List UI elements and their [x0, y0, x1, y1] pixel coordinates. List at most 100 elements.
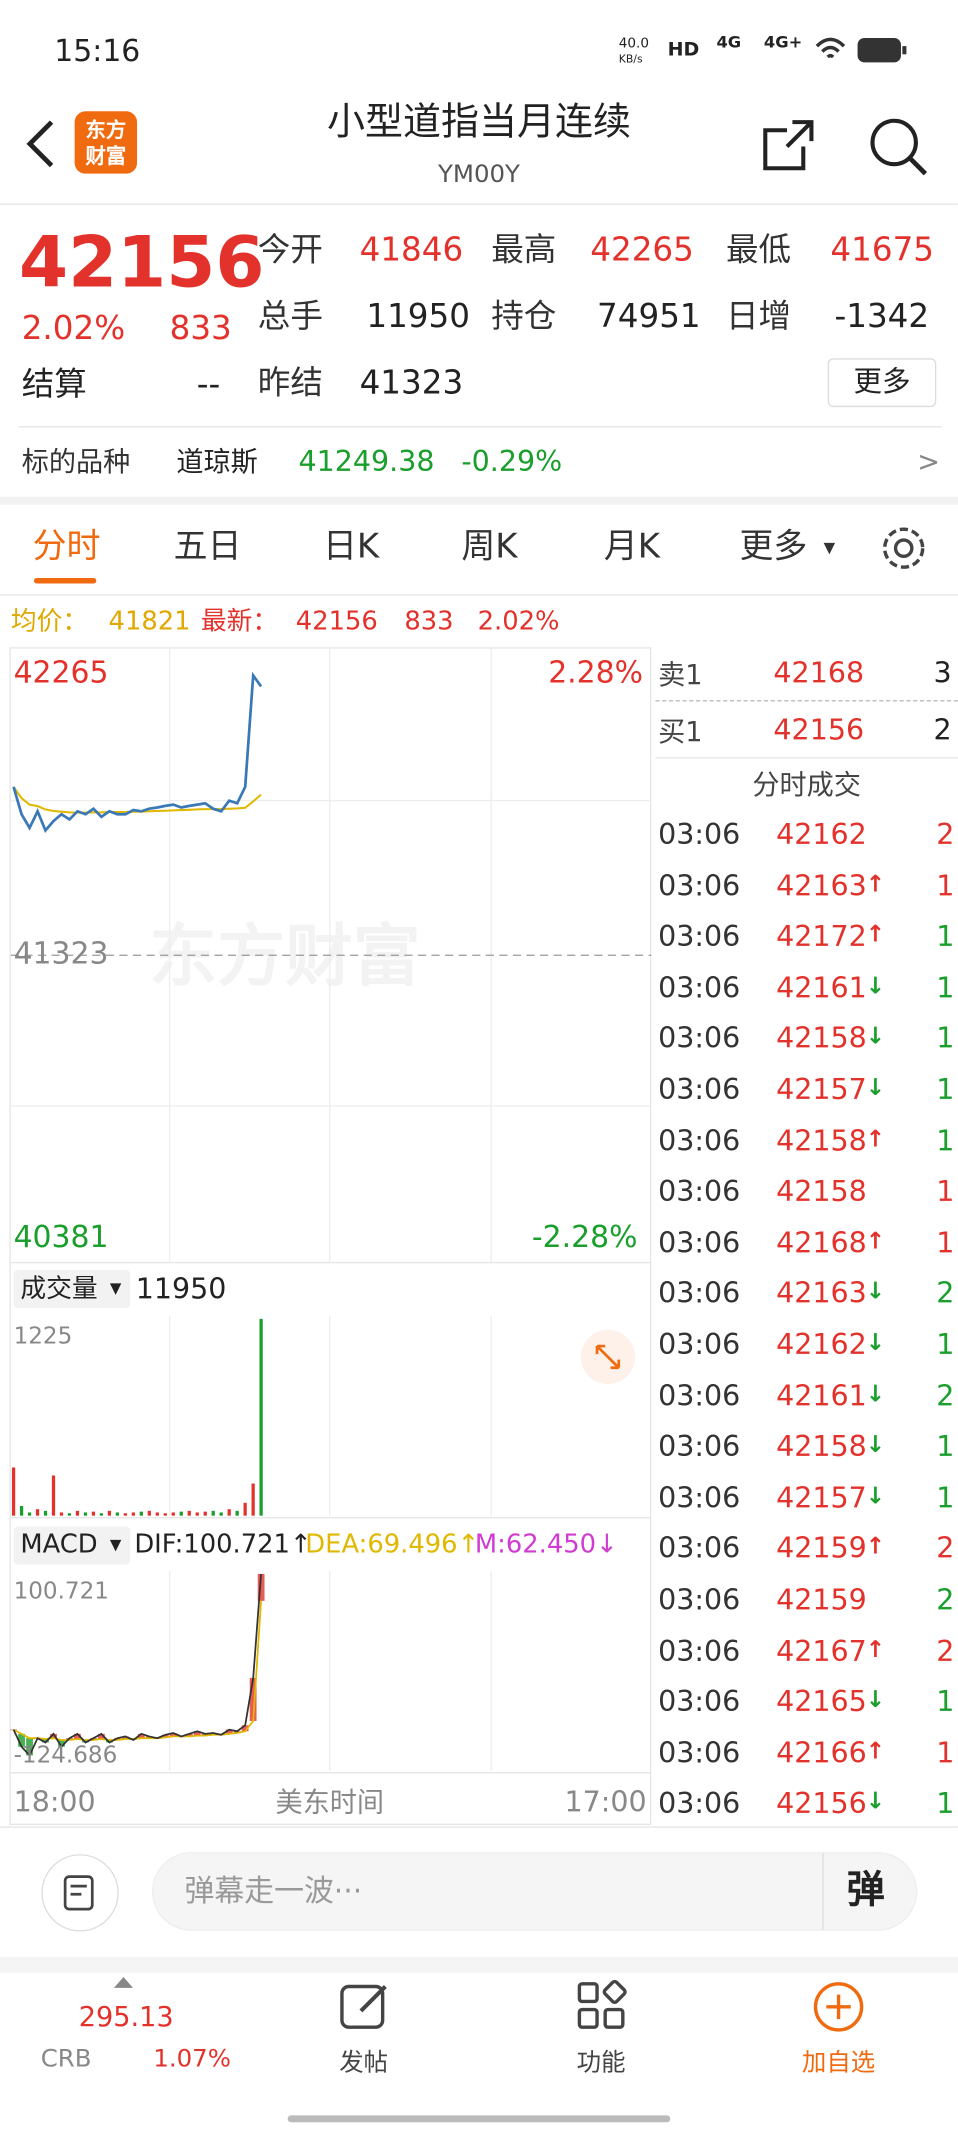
volume-bar [155, 1512, 159, 1516]
divider [10, 1517, 652, 1519]
trade-time: 03:06 [658, 869, 741, 902]
trade-volume: 1 [936, 1226, 955, 1259]
tab[interactable]: 日K [322, 526, 380, 566]
trade-price: 42158 [776, 1430, 867, 1463]
trade-arrow: ↑ [865, 1635, 886, 1664]
macd-selector[interactable] [13, 1526, 131, 1565]
dif-label: DIF:100.721↑ [134, 1529, 312, 1560]
ref-price-label: 41323 [13, 937, 109, 972]
trade-arrow: ↓ [865, 1482, 886, 1510]
volume-bar [139, 1511, 143, 1516]
tab[interactable]: 月K [603, 526, 661, 566]
divider [10, 1772, 652, 1774]
danmaku-toggle[interactable]: 弹 [846, 1867, 885, 1912]
pct-high-label: 2.28% [548, 656, 644, 691]
macd-histogram [74, 1733, 81, 1740]
dif-line [12, 1573, 262, 1757]
field-label: 今开 [257, 230, 323, 269]
expand-button[interactable] [580, 1329, 636, 1385]
macd-histogram [225, 1729, 233, 1734]
trade-volume: 1 [936, 1328, 955, 1361]
divider [18, 426, 942, 428]
trade-time: 03:06 [658, 1073, 741, 1106]
trade-volume: 1 [936, 1022, 955, 1055]
page-code: YM00Y [437, 160, 520, 189]
danmaku-settings[interactable] [41, 1854, 120, 1933]
network-1: 4G [716, 32, 742, 52]
tab[interactable]: 更多 [739, 526, 808, 566]
trade-price: 42159 [776, 1532, 867, 1566]
macd-histogram [50, 1733, 57, 1739]
field-label: 最高 [491, 230, 557, 269]
volume-bar [123, 1513, 127, 1516]
index-name: CRB [40, 2044, 92, 2074]
underlying-label: 标的品种 [21, 445, 131, 478]
dropdown-arrow: ▼ [109, 1536, 122, 1554]
x-axis-label: 美东时间 [275, 1785, 385, 1819]
trade-time: 03:06 [658, 1277, 741, 1310]
latest-change: 833 [404, 606, 454, 637]
macd-histogram [58, 1739, 65, 1747]
nav-add-watchlist[interactable]: 加自选 [801, 2048, 876, 2078]
more-label: 更多 [853, 365, 911, 398]
macd-histogram [106, 1739, 113, 1743]
tab[interactable]: 周K [461, 526, 518, 566]
share-button[interactable] [763, 119, 815, 171]
settings-button[interactable] [879, 524, 928, 573]
trade-volume: 1 [936, 1736, 955, 1770]
home-indicator [287, 2115, 671, 2123]
pct-low-label: -2.28% [531, 1221, 638, 1256]
more-button[interactable] [827, 358, 937, 408]
ask-volume: 3 [933, 656, 952, 690]
section-gap [0, 1956, 958, 1973]
trade-price: 42158 [776, 1022, 867, 1055]
macd-histogram [137, 1733, 145, 1739]
trade-arrow: ↓ [865, 1329, 886, 1357]
field-label: 日增 [725, 297, 792, 336]
comment-placeholder: 弹幕走一波··· [184, 1875, 363, 1910]
index-price: 295.13 [78, 2000, 174, 2033]
trade-volume: 2 [936, 1583, 955, 1617]
trade-arrow: ↓ [865, 1686, 886, 1715]
field-label: 最低 [725, 230, 792, 269]
x-axis-end: 17:00 [564, 1785, 647, 1819]
x-axis-start: 18:00 [13, 1785, 96, 1819]
volume-bar [203, 1511, 207, 1516]
trade-time: 03:06 [658, 1022, 741, 1055]
trade-time: 03:06 [658, 1226, 741, 1259]
nav-function[interactable]: 功能 [576, 2048, 626, 2078]
trade-time: 03:06 [658, 920, 741, 953]
tab[interactable]: 分时 [32, 526, 101, 566]
nav-post[interactable]: 发帖 [339, 2048, 389, 2078]
volume-bar [235, 1510, 239, 1516]
trade-price: 42165 [776, 1685, 867, 1719]
volume-bar [91, 1511, 96, 1516]
latest-label: 最新： [200, 606, 279, 637]
underlying-arrow[interactable]: > [917, 445, 941, 478]
trade-arrow: ↓ [865, 1431, 886, 1459]
trade-volume: 1 [936, 971, 955, 1004]
trade-arrow: ↑ [865, 921, 886, 949]
net-speed: 40.0 [618, 36, 649, 52]
up-indicator [113, 1977, 133, 1988]
macd-histogram [98, 1733, 105, 1740]
volume-max-label: 1225 [13, 1322, 73, 1351]
trade-arrow: ↓ [865, 1788, 886, 1817]
tab[interactable]: 五日 [173, 526, 242, 566]
comment-input[interactable] [151, 1852, 918, 1931]
trade-arrow: ↑ [865, 1227, 886, 1255]
back-button[interactable] [24, 119, 57, 168]
search-button[interactable] [868, 117, 928, 177]
trade-time: 03:06 [658, 1583, 741, 1617]
function-icon[interactable] [577, 1979, 629, 2033]
volume-chart [11, 1316, 492, 1516]
book-divider [655, 700, 958, 702]
trade-price: 42156 [776, 1787, 867, 1821]
trade-price: 42172 [776, 920, 867, 953]
volume-bar [83, 1512, 88, 1516]
post-icon[interactable] [339, 1981, 391, 2033]
volume-selector[interactable] [13, 1270, 131, 1309]
volume-bar [251, 1483, 255, 1516]
volume-bar [99, 1513, 104, 1516]
add-watchlist-icon[interactable] [813, 1981, 865, 2033]
